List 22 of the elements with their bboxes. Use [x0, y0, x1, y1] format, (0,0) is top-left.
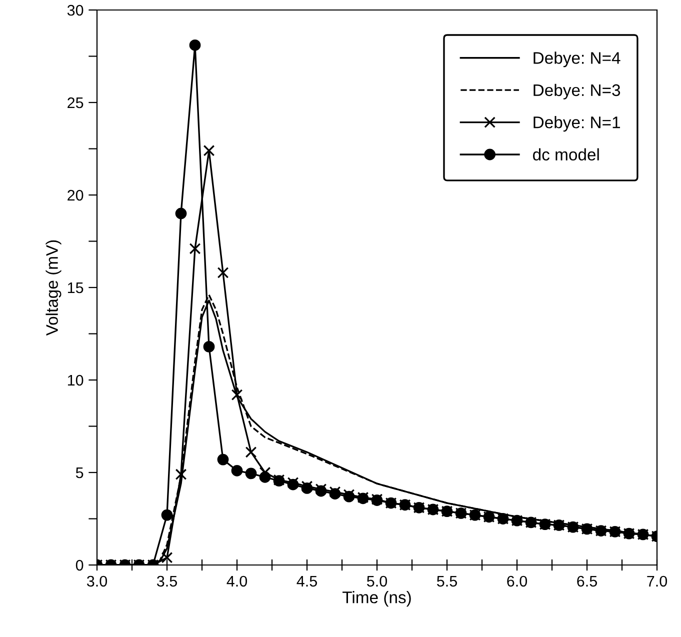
legend-label: dc model	[533, 148, 599, 160]
y-tick-label: 25	[68, 97, 84, 108]
legend-label: Debye: N=4	[534, 52, 620, 68]
x-tick-label: 3.0	[86, 576, 108, 587]
x-tick-label: 7.0	[647, 576, 668, 587]
x-tick-label: 4.5	[296, 576, 317, 587]
x-tick-label: 5.0	[366, 576, 388, 587]
y-tick-label: 5	[76, 468, 84, 478]
x-tick-label: 6.0	[507, 576, 528, 587]
x-tick-label: 5.5	[436, 576, 457, 587]
x-axis-title: Time (ns)	[342, 591, 411, 607]
legend-label: Debye: N=1	[534, 116, 620, 132]
y-tick-label: 20	[68, 190, 84, 201]
y-tick-label: 30	[67, 4, 84, 16]
x-tick-label: 4.0	[226, 576, 248, 587]
y-tick-label: 10	[68, 374, 84, 386]
legend-label: Debye: N=3	[534, 84, 620, 100]
y-tick-label: 0	[76, 560, 84, 571]
y-tick-label: 15	[68, 282, 84, 294]
x-tick-label: 3.5	[156, 576, 177, 587]
y-axis-title: Voltage (mV)	[46, 240, 62, 336]
x-tick-label: 6.5	[577, 576, 597, 587]
